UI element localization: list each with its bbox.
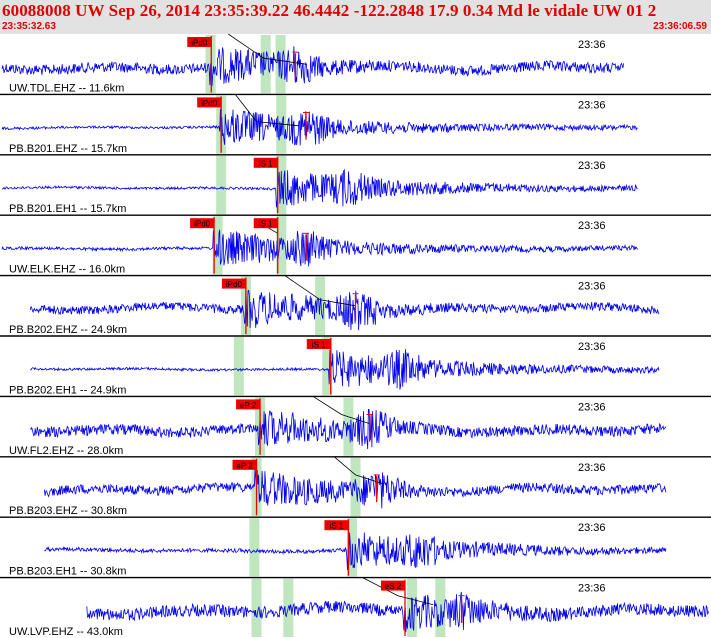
station-label: UW.LVP.EHZ -- 43.0km [9,626,123,638]
station-label: UW.FL2.EHZ -- 28.0km [9,445,123,457]
pick-flag [232,459,257,470]
waveform-trace [1,229,638,267]
pick-flag [197,97,222,108]
waveform-trace [44,467,667,509]
phase-window [276,216,287,275]
event-header: 60088008 UW Sep 26, 2014 23:35:39.22 46.… [0,0,711,34]
waveform-trace [30,349,660,390]
travel-time-curve [284,275,356,307]
time-tick-label: 23:36 [578,99,606,111]
travel-time-curve [234,94,299,127]
waveform-trace [29,289,660,331]
pick-flag [221,278,246,289]
time-tick-label: 23:36 [578,220,606,232]
travel-time-curve [334,456,384,485]
station-label: PB.B202.EHZ -- 24.9km [9,324,127,336]
phase-window [350,457,361,517]
pick-label: iS 1 [330,522,344,531]
time-start: 23:35:32.63 [2,21,56,32]
time-tick-label: 23:36 [578,583,606,595]
waveform-trace [1,46,624,87]
time-tick-label: 23:36 [578,341,606,353]
waveform-trace [1,109,638,146]
pick-flag [187,37,212,47]
phase-window [435,578,446,637]
pick-flag [190,218,215,229]
event-title: 60088008 UW Sep 26, 2014 23:35:39.22 46.… [2,1,657,20]
phase-window [322,337,333,396]
station-label: PB.B202.EH1 -- 24.9km [9,384,126,396]
time-tick-label: 23:36 [578,39,606,51]
pick-label: eP 2 [240,401,257,410]
pick-flag [306,339,331,349]
pick-flag [253,157,278,168]
phase-window [249,518,260,577]
pick-label: eP 2 [236,461,253,470]
phase-window [251,578,262,637]
phase-window [233,337,244,396]
phase-window [407,578,418,637]
pick-label: iPd0 [226,280,243,289]
station-label: UW.TDL.EHZ -- 11.6km [9,82,124,94]
station-label: PB.B203.EHZ -- 30.8km [9,505,127,517]
pick-label: iS 1 [259,159,273,168]
pick-label: eS 2 [385,582,402,591]
travel-time-curve [227,34,307,65]
pick-label: iPd0 [194,220,211,229]
station-label: PB.B201.EH1 -- 15.7km [9,203,126,215]
pick-flag [236,399,261,410]
time-tick-label: 23:36 [578,281,606,293]
time-tick-label: 23:36 [578,160,606,172]
time-tick-label: 23:36 [578,462,606,474]
station-label: PB.B203.EH1 -- 30.8km [9,566,126,578]
time-end: 23:36:06.59 [653,21,707,32]
pick-flag [253,218,278,229]
waveform-trace [1,168,638,208]
station-label: PB.B201.EHZ -- 15.7km [9,143,127,155]
waveform-trace [29,408,667,450]
waveform-trace [44,532,667,571]
station-label: UW.ELK.EHZ -- 16.0km [9,264,125,276]
pick-label: iS 1 [312,341,326,350]
time-tick-label: 23:36 [578,522,606,534]
pick-flag [324,520,349,531]
time-tick-label: 23:36 [578,401,606,413]
waveform-trace [86,591,709,632]
pick-flag [380,580,405,591]
phase-window [212,216,223,275]
phase-window [216,155,227,215]
seismogram-plot: iPd0 23:36 UW.TDL.EHZ -- 11.6km iPd0 23:36 PB… [0,34,711,638]
pick-label: iS 1 [259,220,273,229]
travel-time-curve [362,577,434,606]
pick-label: iPd0 [201,99,218,108]
pick-label: iPd0 [191,39,208,48]
travel-time-curve [312,396,370,424]
